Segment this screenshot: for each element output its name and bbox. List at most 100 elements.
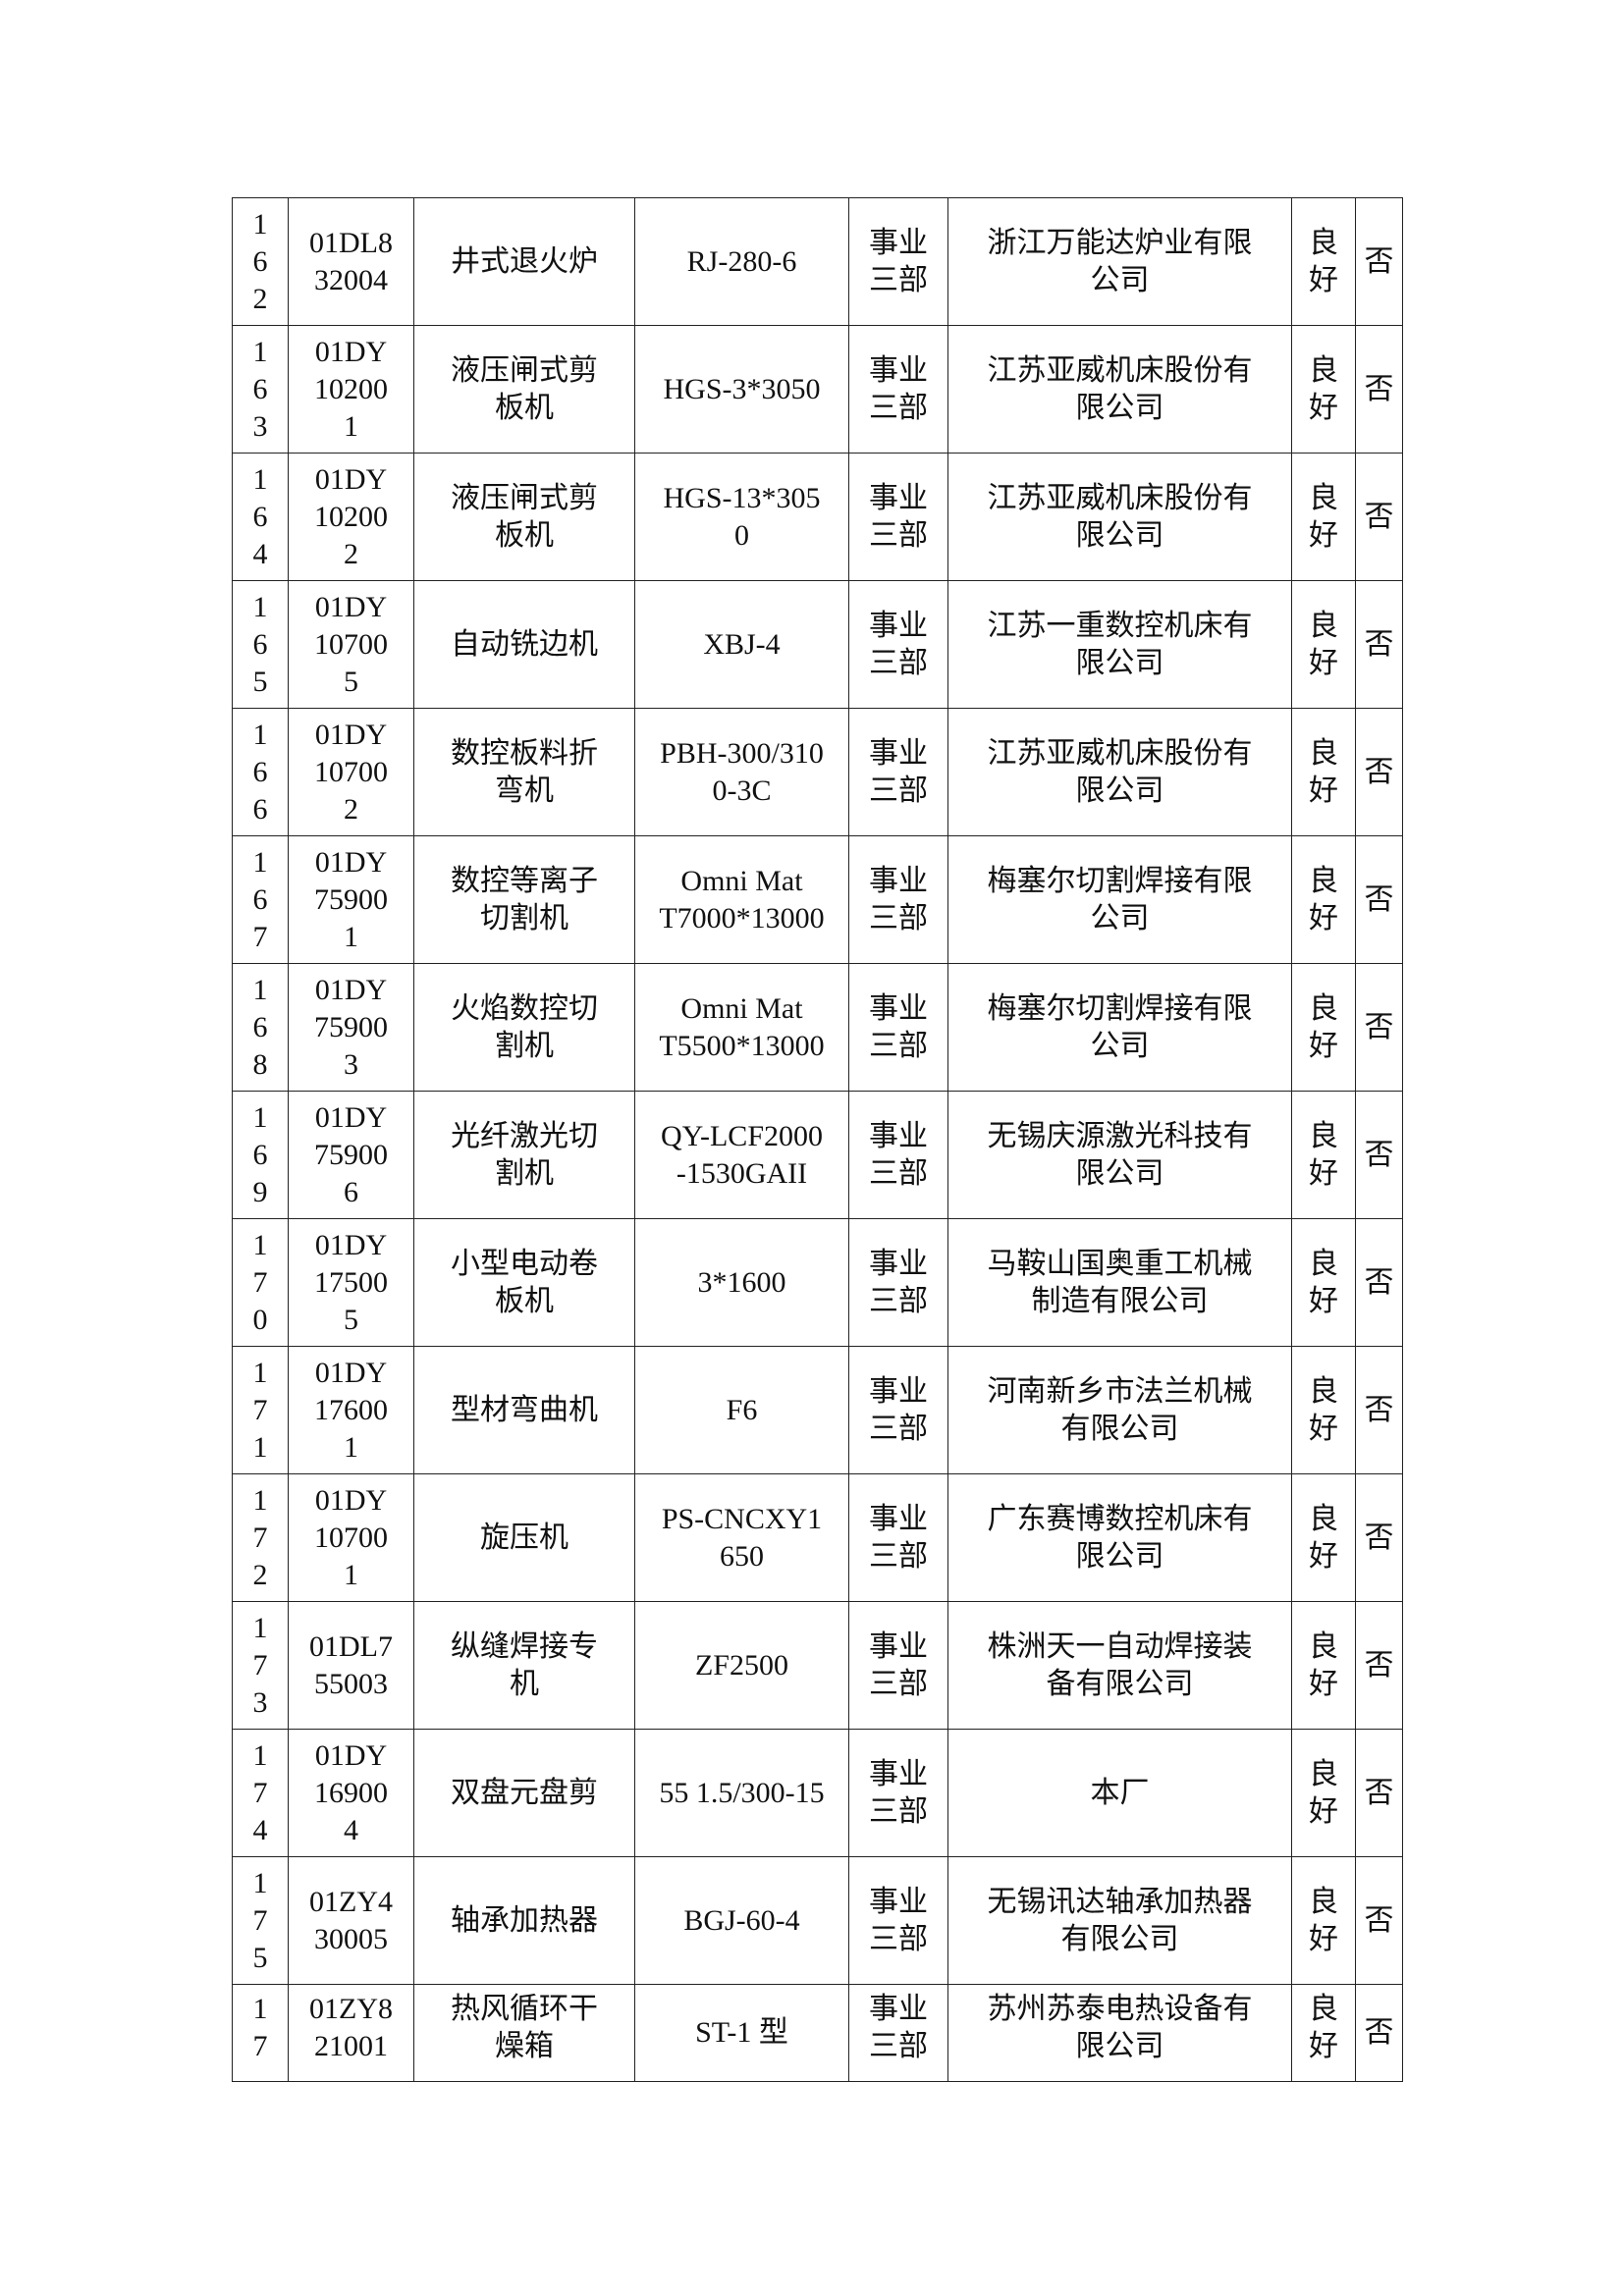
row-number-cell: 1 7 3 [232,1601,289,1730]
flag-cell: 否 [1355,453,1403,581]
table-row: 1 7 2 01DY 10700 1 旋压机 PS-CNCXY1 650 事业 三部 广东… [232,1473,1403,1602]
department-cell: 事业 三部 [848,1856,948,1985]
table-row: 1 7 4 01DY 16900 4 双盘元盘剪 55 1.5/300-15 事业 三部… [232,1729,1403,1857]
department-cell: 事业 三部 [848,1473,948,1602]
manufacturer-cell: 广东赛博数控机床有 限公司 [947,1473,1292,1602]
row-number-cell: 1 7 [232,1984,289,2082]
condition-cell: 良 好 [1291,1473,1356,1602]
manufacturer-cell: 本厂 [947,1729,1292,1857]
asset-code-cell: 01DY 10200 1 [288,325,414,454]
table-row: 1 6 9 01DY 75900 6 光纤激光切 割机 QY-LCF2000 -153… [232,1091,1403,1219]
manufacturer-cell: 马鞍山国奥重工机械 制造有限公司 [947,1218,1292,1347]
table-row: 1 6 5 01DY 10700 5 自动铣边机 XBJ-4 事业 三部 江苏一重数控机床… [232,580,1403,709]
row-number-cell: 1 6 6 [232,708,289,836]
asset-code-cell: 01DL8 32004 [288,197,414,326]
condition-cell: 良 好 [1291,580,1356,709]
model-cell: Omni Mat T7000*13000 [634,835,849,964]
manufacturer-cell: 无锡庆源激光科技有 限公司 [947,1091,1292,1219]
model-cell: PBH-300/310 0-3C [634,708,849,836]
condition-cell: 良 好 [1291,1601,1356,1730]
model-cell: PS-CNCXY1 650 [634,1473,849,1602]
row-number-cell: 1 7 1 [232,1346,289,1474]
asset-code-cell: 01ZY4 30005 [288,1856,414,1985]
model-cell: Omni Mat T5500*13000 [634,963,849,1092]
flag-cell: 否 [1355,1473,1403,1602]
table-row: 1 7 3 01DL7 55003 纵缝焊接专 机 ZF2500 事业 三部 株洲天一自动… [232,1601,1403,1730]
department-cell: 事业 三部 [848,580,948,709]
condition-cell: 良 好 [1291,835,1356,964]
model-cell: 3*1600 [634,1218,849,1347]
flag-cell: 否 [1355,835,1403,964]
row-number-cell: 1 7 4 [232,1729,289,1857]
department-cell: 事业 三部 [848,1346,948,1474]
flag-cell: 否 [1355,708,1403,836]
equipment-name-cell: 火焰数控切 割机 [413,963,635,1092]
department-cell: 事业 三部 [848,453,948,581]
row-number-cell: 1 6 5 [232,580,289,709]
table-row: 1 7 1 01DY 17600 1 型材弯曲机 F6 事业 三部 河南新乡市法兰机械 有… [232,1346,1403,1474]
manufacturer-cell: 江苏亚威机床股份有 限公司 [947,708,1292,836]
equipment-name-cell: 旋压机 [413,1473,635,1602]
condition-cell: 良 好 [1291,708,1356,836]
model-cell: HGS-13*305 0 [634,453,849,581]
equipment-name-cell: 纵缝焊接专 机 [413,1601,635,1730]
flag-cell: 否 [1355,1091,1403,1219]
condition-cell: 良 好 [1291,325,1356,454]
department-cell: 事业 三部 [848,835,948,964]
condition-cell: 良 好 [1291,1346,1356,1474]
model-cell: XBJ-4 [634,580,849,709]
manufacturer-cell: 河南新乡市法兰机械 有限公司 [947,1346,1292,1474]
department-cell: 事业 三部 [848,963,948,1092]
flag-cell: 否 [1355,1601,1403,1730]
equipment-name-cell: 型材弯曲机 [413,1346,635,1474]
table-row: 1 6 8 01DY 75900 3 火焰数控切 割机 Omni Mat T5500*… [232,963,1403,1092]
row-number-cell: 1 6 2 [232,197,289,326]
table-row: 1 7 5 01ZY4 30005 轴承加热器 BGJ-60-4 事业 三部 无锡讯达轴承… [232,1856,1403,1985]
manufacturer-cell: 梅塞尔切割焊接有限 公司 [947,963,1292,1092]
department-cell: 事业 三部 [848,197,948,326]
model-cell: BGJ-60-4 [634,1856,849,1985]
table-row: 1 7 01ZY8 21001 热风循环干 燥箱 ST-1 型事业 三部 苏州苏泰电热设… [232,1984,1403,2082]
department-cell: 事业 三部 [848,325,948,454]
row-number-cell: 1 6 7 [232,835,289,964]
condition-cell: 良 好 [1291,1729,1356,1857]
model-cell: HGS-3*3050 [634,325,849,454]
flag-cell: 否 [1355,1218,1403,1347]
equipment-name-cell: 数控板料折 弯机 [413,708,635,836]
department-cell: 事业 三部 [848,1091,948,1219]
condition-cell: 良 好 [1291,963,1356,1092]
equipment-name-cell: 自动铣边机 [413,580,635,709]
asset-code-cell: 01DY 75900 1 [288,835,414,964]
manufacturer-cell: 江苏一重数控机床有 限公司 [947,580,1292,709]
condition-cell: 良 好 [1291,1856,1356,1985]
manufacturer-cell: 江苏亚威机床股份有 限公司 [947,453,1292,581]
asset-code-cell: 01DY 75900 6 [288,1091,414,1219]
table-row: 1 7 0 01DY 17500 5 小型电动卷 板机 3*1600 事业 三部 马鞍山国… [232,1218,1403,1347]
asset-code-cell: 01DY 10200 2 [288,453,414,581]
equipment-name-cell: 双盘元盘剪 [413,1729,635,1857]
asset-code-cell: 01DY 17600 1 [288,1346,414,1474]
manufacturer-cell: 苏州苏泰电热设备有 限公司 [947,1984,1292,2082]
flag-cell: 否 [1355,1856,1403,1985]
equipment-name-cell: 数控等离子 切割机 [413,835,635,964]
equipment-name-cell: 热风循环干 燥箱 [413,1984,635,2082]
table-row: 1 6 2 01DL8 32004 井式退火炉 RJ-280-6 事业 三部 浙江万能达炉… [232,197,1403,326]
equipment-name-cell: 液压闸式剪 板机 [413,325,635,454]
asset-code-cell: 01DY 16900 4 [288,1729,414,1857]
manufacturer-cell: 浙江万能达炉业有限 公司 [947,197,1292,326]
condition-cell: 良 好 [1291,197,1356,326]
row-number-cell: 1 7 0 [232,1218,289,1347]
row-number-cell: 1 7 2 [232,1473,289,1602]
flag-cell: 否 [1355,1346,1403,1474]
condition-cell: 良 好 [1291,1984,1356,2082]
manufacturer-cell: 无锡讯达轴承加热器 有限公司 [947,1856,1292,1985]
equipment-name-cell: 液压闸式剪 板机 [413,453,635,581]
flag-cell: 否 [1355,580,1403,709]
table-row: 1 6 3 01DY 10200 1 液压闸式剪 板机 HGS-3*3050 事业 三部… [232,325,1403,454]
equipment-table: 1 6 2 01DL8 32004 井式退火炉 RJ-280-6 事业 三部 浙江万能达炉… [232,197,1403,2082]
model-cell: F6 [634,1346,849,1474]
asset-code-cell: 01ZY8 21001 [288,1984,414,2082]
condition-cell: 良 好 [1291,1218,1356,1347]
model-cell: ZF2500 [634,1601,849,1730]
row-number-cell: 1 7 5 [232,1856,289,1985]
